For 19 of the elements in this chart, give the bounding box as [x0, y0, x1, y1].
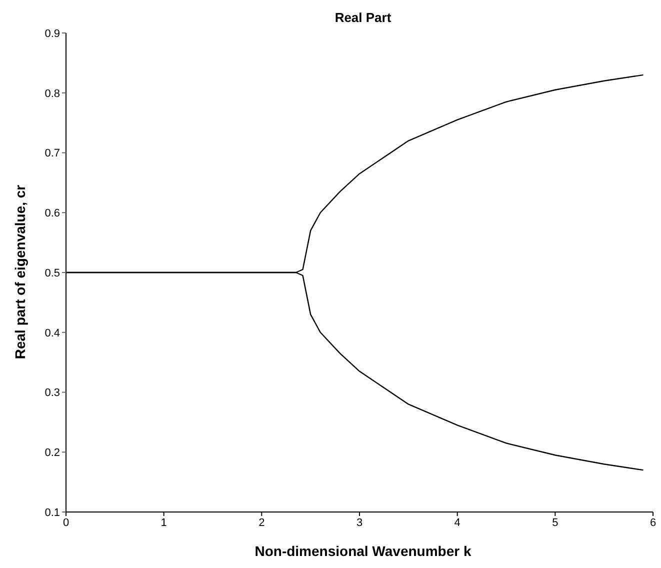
- y-tick-label: 0.4: [44, 327, 60, 340]
- y-tick-label: 0.3: [44, 387, 60, 400]
- x-tick-label: 6: [650, 516, 656, 529]
- y-tick-label: 0.6: [44, 208, 60, 220]
- y-tick-label: 0.5: [44, 267, 60, 280]
- x-tick-label: 3: [356, 516, 363, 529]
- y-axis-title: Real part of eigenvalue, cr: [12, 184, 28, 360]
- y-tick-label: 0.1: [44, 506, 60, 519]
- y-tick-label: 0.2: [44, 447, 60, 460]
- y-tick-label: 0.7: [44, 148, 60, 160]
- x-tick-label: 1: [160, 516, 167, 529]
- y-tick-label: 0.9: [44, 28, 60, 40]
- y-tick-label: 0.8: [44, 88, 60, 100]
- x-tick-label: 4: [454, 516, 460, 529]
- x-tick-label: 0: [62, 516, 70, 529]
- chart-title: Real Part: [334, 10, 392, 25]
- x-tick-label: 2: [258, 516, 265, 529]
- x-tick-label: 5: [552, 516, 558, 529]
- x-axis-title: Non-dimensional Wavenumber k: [254, 543, 472, 559]
